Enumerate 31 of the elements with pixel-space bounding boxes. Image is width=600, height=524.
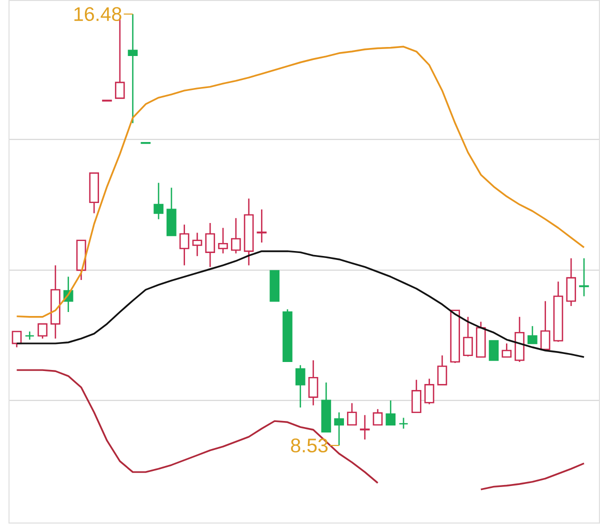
candlestick [502, 343, 512, 358]
candlestick [128, 14, 138, 124]
candlestick [154, 182, 164, 220]
candlestick [540, 300, 550, 350]
candlestick [579, 258, 589, 298]
candlestick [24, 331, 35, 341]
candlestick [308, 360, 318, 406]
candlestick [360, 414, 370, 440]
candlestick [528, 326, 538, 344]
candlestick [398, 417, 408, 430]
candlestick [463, 316, 473, 358]
candlestick [566, 258, 576, 307]
candlestick [386, 400, 396, 426]
candlestick [347, 402, 357, 426]
annotation: 16.48 [74, 7, 122, 22]
candlestick [205, 222, 216, 268]
candlestick [256, 208, 267, 244]
candlestick [179, 224, 190, 266]
candlestick [12, 331, 22, 348]
candlestick [334, 412, 344, 446]
candlestick [295, 364, 306, 408]
annotation: 8.53 [291, 438, 328, 453]
candlestick [38, 323, 48, 340]
candlestick [218, 227, 228, 254]
candlestick [192, 232, 202, 257]
candlestick [437, 354, 448, 386]
candlestick [424, 378, 434, 406]
candlestick [488, 340, 499, 362]
candlestick [231, 218, 241, 254]
candlestick [372, 408, 383, 426]
candlestick [411, 379, 422, 414]
